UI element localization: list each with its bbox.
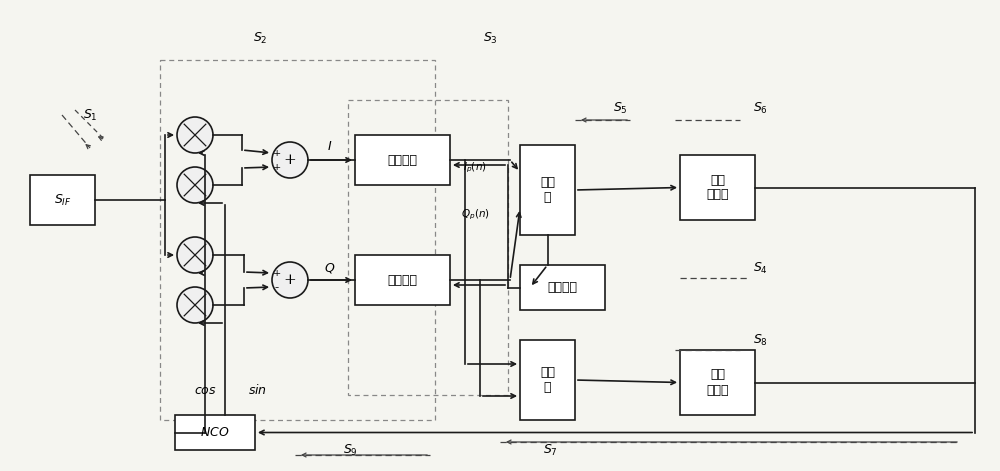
Text: $cos$: $cos$	[194, 383, 216, 397]
Text: $Q_p(n)$: $Q_p(n)$	[461, 208, 489, 222]
Text: $S_3$: $S_3$	[483, 31, 497, 46]
Text: $S_9$: $S_9$	[343, 442, 357, 457]
Text: -: -	[275, 282, 279, 294]
Text: +: +	[284, 273, 296, 287]
Text: 随机共振: 随机共振	[388, 154, 418, 167]
Circle shape	[272, 142, 308, 178]
Text: $S_5$: $S_5$	[613, 100, 627, 115]
Text: $S_7$: $S_7$	[543, 442, 557, 457]
Bar	[680, 350, 755, 415]
Circle shape	[177, 287, 213, 323]
Text: $sin$: $sin$	[248, 383, 268, 397]
Text: $S_4$: $S_4$	[753, 260, 767, 276]
Text: +: +	[273, 162, 281, 171]
Text: $S_8$: $S_8$	[753, 333, 767, 348]
Circle shape	[177, 117, 213, 153]
Bar	[30, 175, 95, 225]
Text: 鉴频
器: 鉴频 器	[540, 176, 555, 204]
Text: $S_6$: $S_6$	[753, 100, 767, 115]
Text: +: +	[273, 148, 281, 157]
Text: +: +	[273, 268, 281, 277]
Text: $S_2$: $S_2$	[253, 31, 267, 46]
Bar	[680, 155, 755, 220]
Bar	[520, 265, 605, 310]
Text: 鉴相
器: 鉴相 器	[540, 366, 555, 394]
Text: $I$: $I$	[327, 140, 333, 154]
Bar	[520, 340, 575, 420]
Bar	[175, 415, 255, 450]
Text: $S_1$: $S_1$	[83, 107, 97, 122]
Text: 环路
滤波器: 环路 滤波器	[706, 368, 729, 397]
Bar	[355, 135, 450, 185]
Circle shape	[272, 262, 308, 298]
Bar	[348, 100, 508, 395]
Bar	[355, 255, 450, 305]
Text: 频率判决: 频率判决	[548, 281, 578, 294]
Text: 随机共振: 随机共振	[388, 274, 418, 286]
Circle shape	[177, 237, 213, 273]
Text: $I_p(n)$: $I_p(n)$	[463, 161, 487, 175]
Text: $Q$: $Q$	[324, 261, 336, 275]
Text: +: +	[284, 153, 296, 167]
Bar	[160, 60, 435, 420]
Bar	[520, 145, 575, 235]
Circle shape	[177, 167, 213, 203]
Text: 环路
滤波器: 环路 滤波器	[706, 173, 729, 202]
Text: $S_{IF}$: $S_{IF}$	[54, 193, 71, 208]
Text: $NCO$: $NCO$	[200, 426, 230, 439]
